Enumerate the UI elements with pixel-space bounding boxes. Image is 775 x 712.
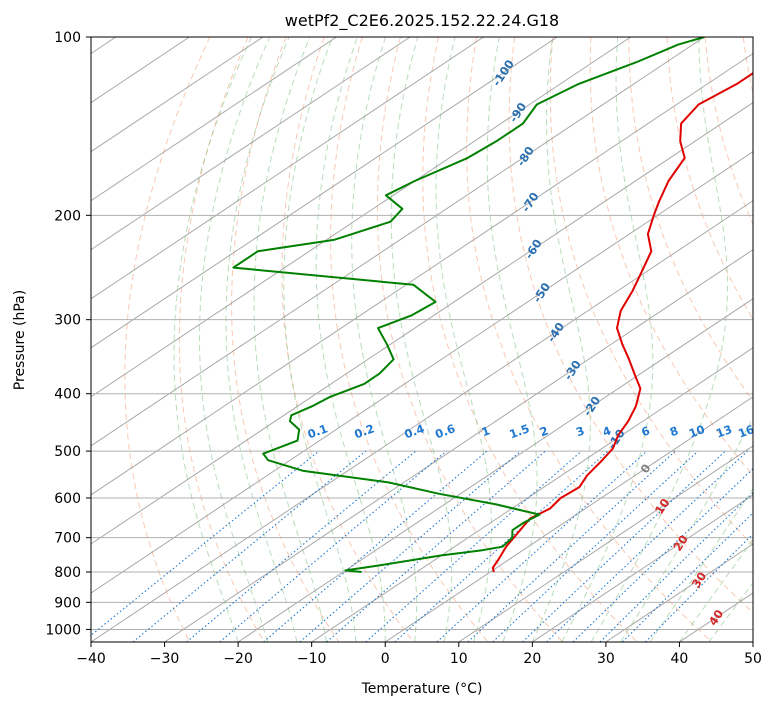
mixing-ratio-label: 10: [687, 422, 707, 441]
y-tick-label: 700: [54, 531, 81, 547]
y-axis-label: Pressure (hPa): [12, 290, 28, 390]
mixing-ratio-line: [365, 450, 582, 642]
dry-adiabat: [281, 37, 414, 642]
x-tick-label: 30: [597, 651, 615, 667]
mixing-ratio-label: 1.5: [507, 421, 531, 441]
dry-adiabat: [704, 37, 753, 226]
profile-lines: [232, 37, 753, 573]
isotherm: [532, 494, 753, 642]
moist-adiabat: [649, 487, 753, 642]
x-tick-label: −40: [76, 651, 106, 667]
dry-adiabat: [422, 37, 638, 642]
mixing-ratio-line: [644, 533, 753, 642]
isotherm: [91, 37, 631, 398]
x-tick-label: 50: [744, 651, 762, 667]
mixing-ratio-line: [132, 450, 367, 642]
isotherm: [91, 151, 753, 594]
y-tick-label: 200: [54, 208, 81, 224]
isotherm: [91, 37, 264, 153]
axes: −40 −30 −20 −10 0 10 20 30 40 50 100 200 300 400 500 60…: [45, 30, 762, 667]
x-tick-label: −30: [150, 651, 180, 667]
mixing-ratio-line: [622, 512, 753, 642]
isotherm: [91, 37, 484, 300]
isotherm: [311, 347, 753, 642]
x-tick-label: 20: [523, 651, 541, 667]
mixing-ratio-label: 0.6: [433, 421, 457, 441]
dry-adiabat: [589, 37, 753, 476]
mixing-ratio-line: [492, 450, 699, 642]
moist-adiabat: [315, 37, 386, 642]
x-tick-label: 0: [381, 651, 390, 667]
dry-adiabat: [508, 37, 753, 614]
isotherm: [384, 396, 753, 642]
isotherm: [91, 37, 558, 349]
mixing-ratio-line: [599, 491, 753, 642]
x-axis-label: Temperature (°C): [361, 681, 483, 697]
dry-adiabat: [231, 37, 340, 642]
isotherm: [91, 101, 753, 545]
mixing-ratio-line: [546, 450, 748, 642]
x-tick-label: 40: [671, 651, 689, 667]
y-tick-label: 800: [54, 565, 81, 581]
mixing-ratio-label: 13: [714, 422, 734, 441]
y-tick-label: 600: [54, 491, 81, 507]
dewpoint-profile: [232, 37, 705, 573]
moist-adiabat: [283, 37, 357, 642]
isotherm: [237, 298, 753, 642]
y-tick-label: 900: [54, 595, 81, 611]
mixing-ratio-label: 0.4: [402, 421, 426, 441]
moist-adiabat: [590, 37, 728, 642]
moist-adiabat: [199, 37, 271, 642]
isotherm: [91, 37, 411, 251]
mixing-ratio-line: [219, 450, 447, 642]
mixing-ratio-line: [394, 450, 609, 642]
y-tick-label: 1000: [45, 622, 81, 638]
mixing-ratio-line: [522, 450, 726, 642]
chart-title: wetPf2_C2E6.2025.152.22.24.G18: [285, 11, 559, 31]
mixing-ratio-line: [263, 450, 488, 642]
dry-adiabat: [124, 37, 211, 642]
x-tick-label: −20: [223, 651, 253, 667]
dry-adiabat: [549, 37, 753, 546]
dry-adiabat: [377, 37, 563, 642]
mixing-ratio-line: [91, 450, 320, 637]
mixing-ratio-label: 0.1: [306, 421, 330, 441]
isotherm: [91, 37, 337, 202]
mixing-ratio-line: [326, 450, 546, 642]
plot-frame: [90, 36, 754, 643]
moist-adiabat: [486, 37, 538, 642]
mixing-ratio-line: [299, 450, 522, 642]
x-tick-label: −10: [297, 651, 327, 667]
moist-adiabat: [253, 37, 327, 642]
isotherm: [91, 52, 753, 496]
y-tick-label: 300: [54, 313, 81, 329]
isotherm: [458, 445, 753, 642]
y-tick-label: 400: [54, 387, 81, 403]
x-tick-label: 10: [450, 651, 468, 667]
isotherm: [91, 37, 705, 447]
background-lines: [91, 37, 753, 642]
moist-adiabat: [390, 37, 453, 642]
dry-adiabat: [466, 37, 713, 642]
moist-adiabat: [531, 37, 591, 642]
moist-adiabat: [708, 582, 753, 642]
dry-adiabat: [628, 37, 753, 402]
moist-adiabat: [351, 37, 418, 642]
isotherm: [164, 249, 753, 642]
dry-adiabat: [178, 37, 265, 642]
moist-adiabat: [620, 416, 753, 642]
y-tick-label: 100: [54, 30, 81, 46]
mixing-ratio-label: 16: [736, 422, 756, 441]
moist-adiabat: [173, 37, 252, 642]
mixing-ratio-line: [186, 450, 417, 642]
y-tick-label: 500: [54, 444, 81, 460]
mixing-ratio-line: [572, 467, 753, 642]
moist-adiabat: [435, 37, 492, 642]
isotherm: [91, 200, 753, 642]
mixing-ratio-label: 0.2: [352, 421, 376, 441]
moist-adiabat: [678, 538, 753, 642]
